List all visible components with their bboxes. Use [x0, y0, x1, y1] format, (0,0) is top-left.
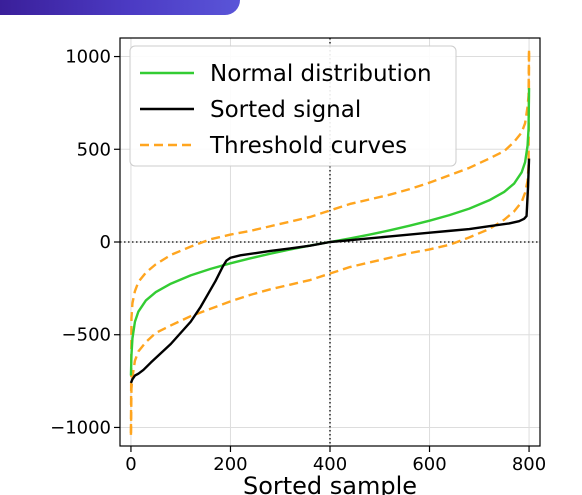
- x-tick-label: 800: [512, 454, 546, 475]
- legend-box: [129, 45, 457, 167]
- header-banner-fragment: [0, 0, 240, 15]
- y-tick-label: 0: [100, 232, 111, 253]
- x-tick-label: 600: [412, 454, 446, 475]
- series-layer: [129, 49, 531, 435]
- y-tick-label: −500: [62, 325, 111, 346]
- legend: Normal distribution Sorted signal Threshol…: [129, 45, 457, 167]
- series-line-sorted-signal: [129, 158, 531, 384]
- x-tick-label: 400: [313, 454, 347, 475]
- y-tick-label: −1000: [50, 417, 111, 438]
- series-line-threshold-lower: [129, 50, 531, 435]
- legend-label: Normal distribution: [210, 61, 432, 87]
- x-axis-label: Sorted sample: [243, 472, 417, 495]
- y-tick-label: 500: [77, 139, 111, 160]
- y-tick-label: 1000: [65, 47, 111, 68]
- tick-layer: 0 200 400 600 800 −1000 −500 0 500 1000: [50, 47, 546, 475]
- x-tick-label: 0: [125, 454, 136, 475]
- x-tick-label: 200: [213, 454, 247, 475]
- legend-label: Sorted signal: [210, 97, 361, 123]
- legend-label: Threshold curves: [209, 133, 407, 159]
